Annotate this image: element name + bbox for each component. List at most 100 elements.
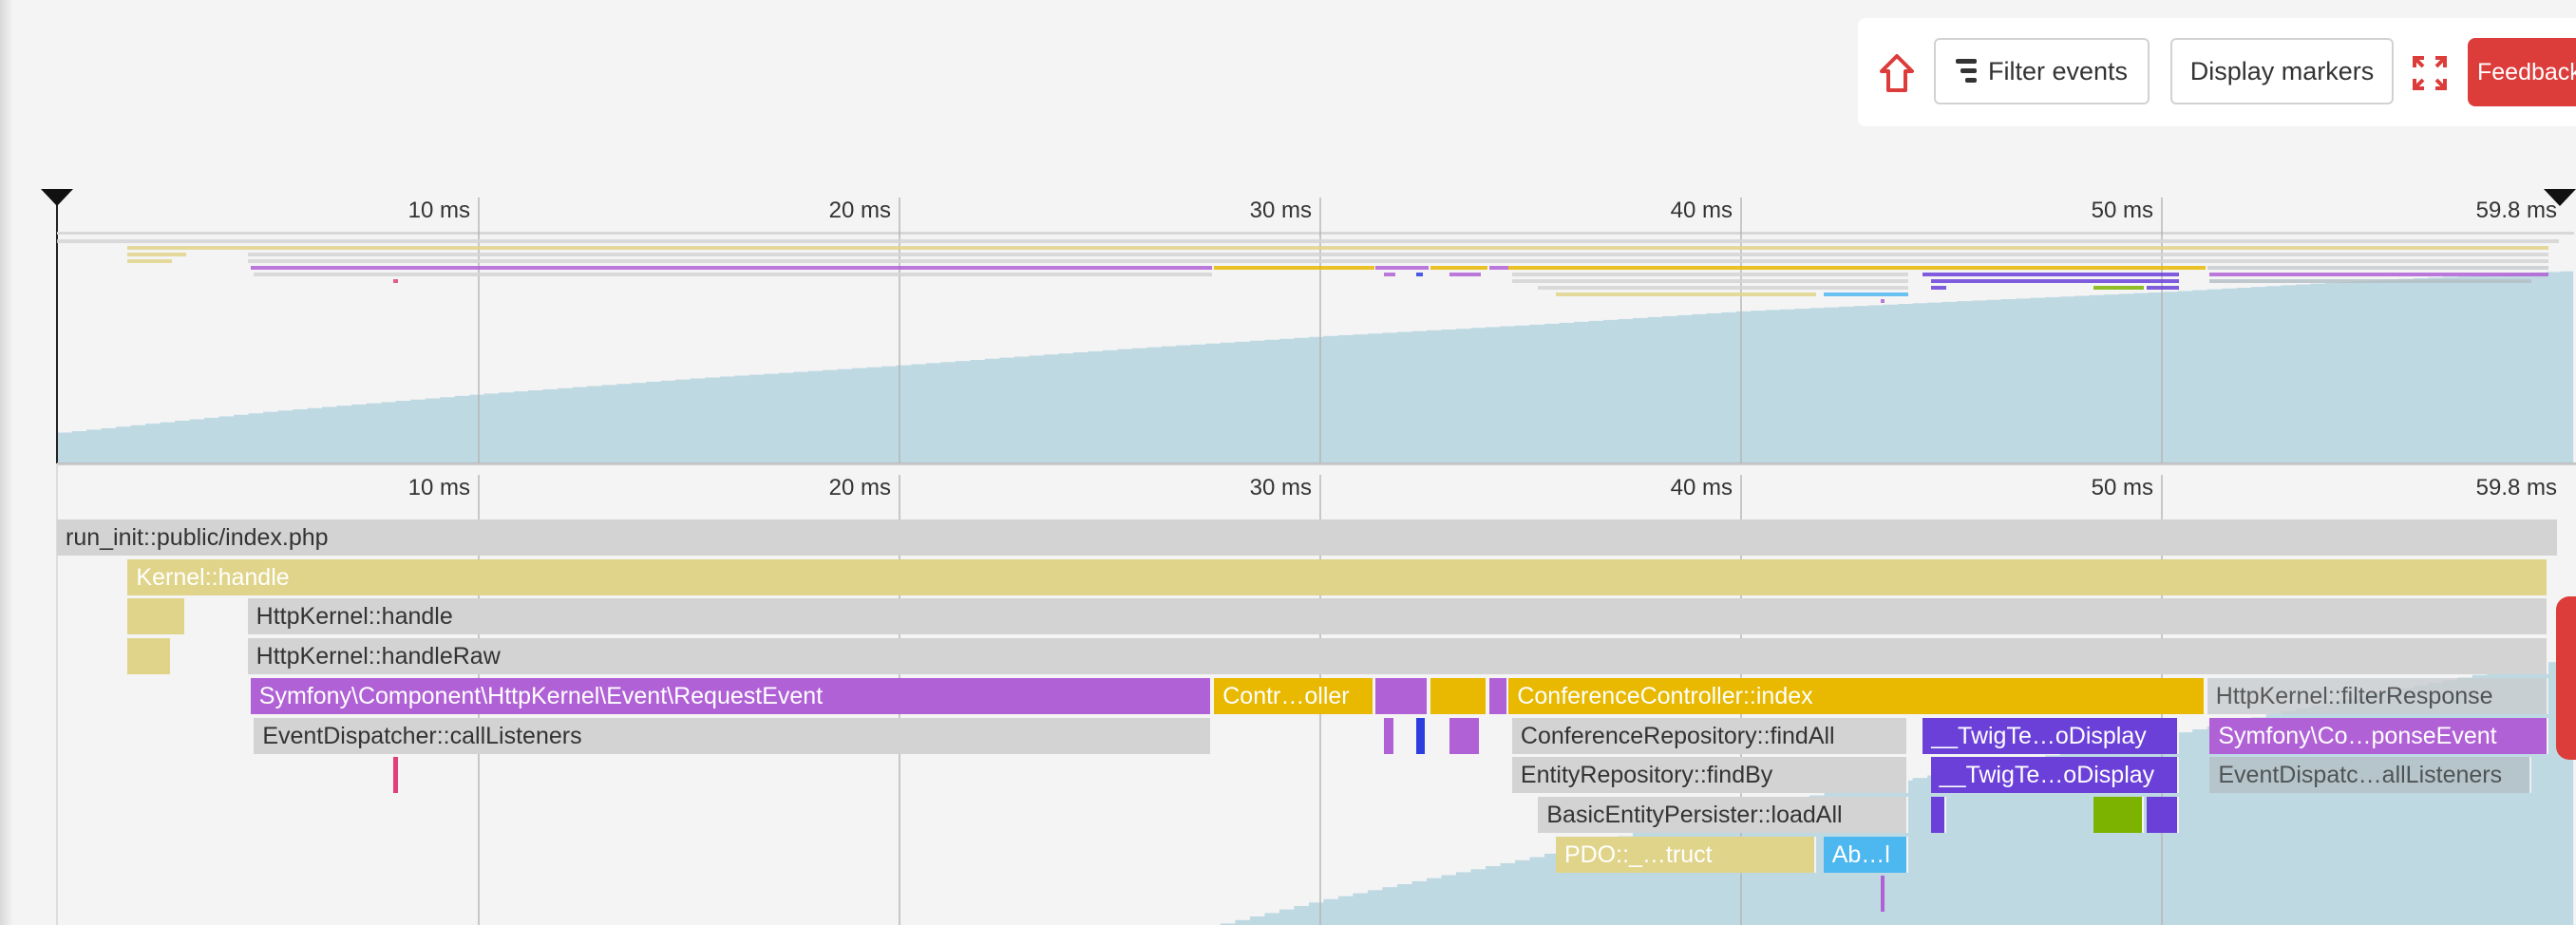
overview-event-mark [1511,279,1908,283]
overview-event-mark [250,266,1212,270]
overview-event-mark [1555,293,1816,296]
event-bar[interactable] [2147,796,2180,833]
event-label: ConferenceRepository::findAll [1520,722,1835,749]
event-label: EventDispatc…allListeners [2218,762,2503,789]
display-markers-label: Display markers [2189,56,2375,85]
gridline [478,198,480,463]
event-bar[interactable] [1930,796,1947,833]
overview-event-mark [247,259,2548,263]
filter-events-button[interactable]: Filter events [1934,38,2150,104]
event-bar[interactable]: Symfony\Co…ponseEvent [2209,717,2548,754]
event-bar[interactable]: EventDispatc…allListeners [2209,757,2531,794]
event-bar[interactable]: BasicEntityPersister::loadAll [1538,796,1908,833]
event-bar[interactable] [1384,717,1395,754]
filter-events-label: Filter events [1987,56,2129,85]
event-label: Ab…l [1831,840,1890,868]
event-label: run_init::public/index.php [66,524,329,551]
event-bar[interactable] [393,757,398,794]
main-tick-label: 20 ms [828,475,891,500]
feedback-button[interactable]: Feedback [2468,38,2576,106]
event-bar[interactable]: Contr…oller [1214,677,1374,714]
event-label: Symfony\Co…ponseEvent [2218,722,2497,749]
event-label: EntityRepository::findBy [1520,762,1773,789]
overview-event-mark [1430,266,1488,270]
main-memory-area [57,659,2574,925]
feedback-label: Feedback [2477,58,2576,85]
overview-event-mark [1214,266,1374,270]
overview-event-mark [1384,273,1395,276]
overview-memory-area [57,271,2574,463]
overview-event-mark [1930,286,1947,290]
event-bar[interactable] [127,638,172,675]
overview-event-mark [393,279,398,283]
event-bar[interactable] [127,598,187,635]
event-bar[interactable]: Ab…l [1823,836,1908,873]
event-label: ConferenceController::index [1517,682,1813,709]
overview-event-mark [127,259,172,263]
overview-event-mark [1488,266,1509,270]
overview-event-mark [1511,273,1908,276]
main-axis-line [57,463,2576,465]
overview-tick-label: 20 ms [828,198,891,223]
event-label: EventDispatcher::callListeners [262,722,582,749]
event-label: HttpKernel::filterResponse [2215,682,2493,709]
overview-event-mark [2093,286,2145,290]
event-bar[interactable] [1488,677,1509,714]
event-label: Symfony\Component\HttpKernel\Event\Reque… [258,682,824,709]
main-tick-label: 40 ms [1670,475,1733,500]
event-bar[interactable] [1430,677,1488,714]
event-bar[interactable]: ConferenceController::index [1508,677,2206,714]
event-bar[interactable]: Kernel::handle [127,558,2548,595]
home-arrow-icon[interactable] [1878,53,1916,93]
event-label: BasicEntityPersister::loadAll [1546,801,1843,828]
overview-event-mark [1508,266,2206,270]
overview-tick-label: 50 ms [2091,198,2153,223]
overview-event-mark [1823,293,1908,296]
overview-event-mark [1880,299,1885,303]
event-label: HttpKernel::handleRaw [256,643,501,670]
gridline [1740,198,1742,463]
event-label: __TwigTe…oDisplay [1931,722,2147,749]
overview-tick-label: 59.8 ms [2475,198,2557,223]
overview-event-mark [127,253,187,256]
display-markers-button[interactable]: Display markers [2170,38,2394,104]
overview-event-mark [1538,286,1908,290]
event-bar[interactable]: HttpKernel::filterResponse [2207,677,2548,714]
event-bar[interactable] [1449,717,1482,754]
event-bar[interactable] [1375,677,1430,714]
event-bar[interactable]: run_init::public/index.php [57,519,2559,556]
event-label: Kernel::handle [136,563,290,591]
event-bar[interactable]: ConferenceRepository::findAll [1511,717,1908,754]
overview-event-mark [57,239,2559,243]
overview-tick-label: 10 ms [407,198,470,223]
event-bar[interactable]: HttpKernel::handleRaw [247,638,2548,675]
event-bar[interactable]: EntityRepository::findBy [1511,757,1908,794]
overview-event-mark [127,246,2548,250]
window-edge [0,0,13,925]
event-bar[interactable]: __TwigTe…oDisplay [1923,717,2180,754]
event-bar[interactable] [1415,717,1427,754]
expand-icon[interactable] [2413,56,2447,90]
overview-event-mark [1923,273,2180,276]
main-tick-label: 59.8 ms [2475,475,2557,500]
main-tick-label: 10 ms [407,475,470,500]
event-bar[interactable] [2093,796,2145,833]
event-label: Contr…oller [1222,682,1350,709]
overview-left-border [56,189,58,464]
event-bar[interactable]: __TwigTe…oDisplay [1930,757,2180,794]
scroll-handle[interactable] [2556,596,2576,760]
main-tick-label: 30 ms [1249,475,1312,500]
gridline [1319,198,1321,463]
range-start-handle[interactable] [41,189,73,206]
event-bar[interactable]: Symfony\Component\HttpKernel\Event\Reque… [250,677,1212,714]
range-end-handle[interactable] [2544,189,2576,206]
toolbar: Filter events Display markers Feedback [1858,18,2576,126]
event-bar[interactable]: PDO::_…truct [1555,836,1816,873]
event-bar[interactable]: EventDispatcher::callListeners [254,717,1212,754]
gridline [899,198,900,463]
overview-event-mark [1930,279,2180,283]
overview-event-mark [247,253,2548,256]
event-bar[interactable]: HttpKernel::handle [247,598,2548,635]
event-bar[interactable] [1880,876,1885,913]
